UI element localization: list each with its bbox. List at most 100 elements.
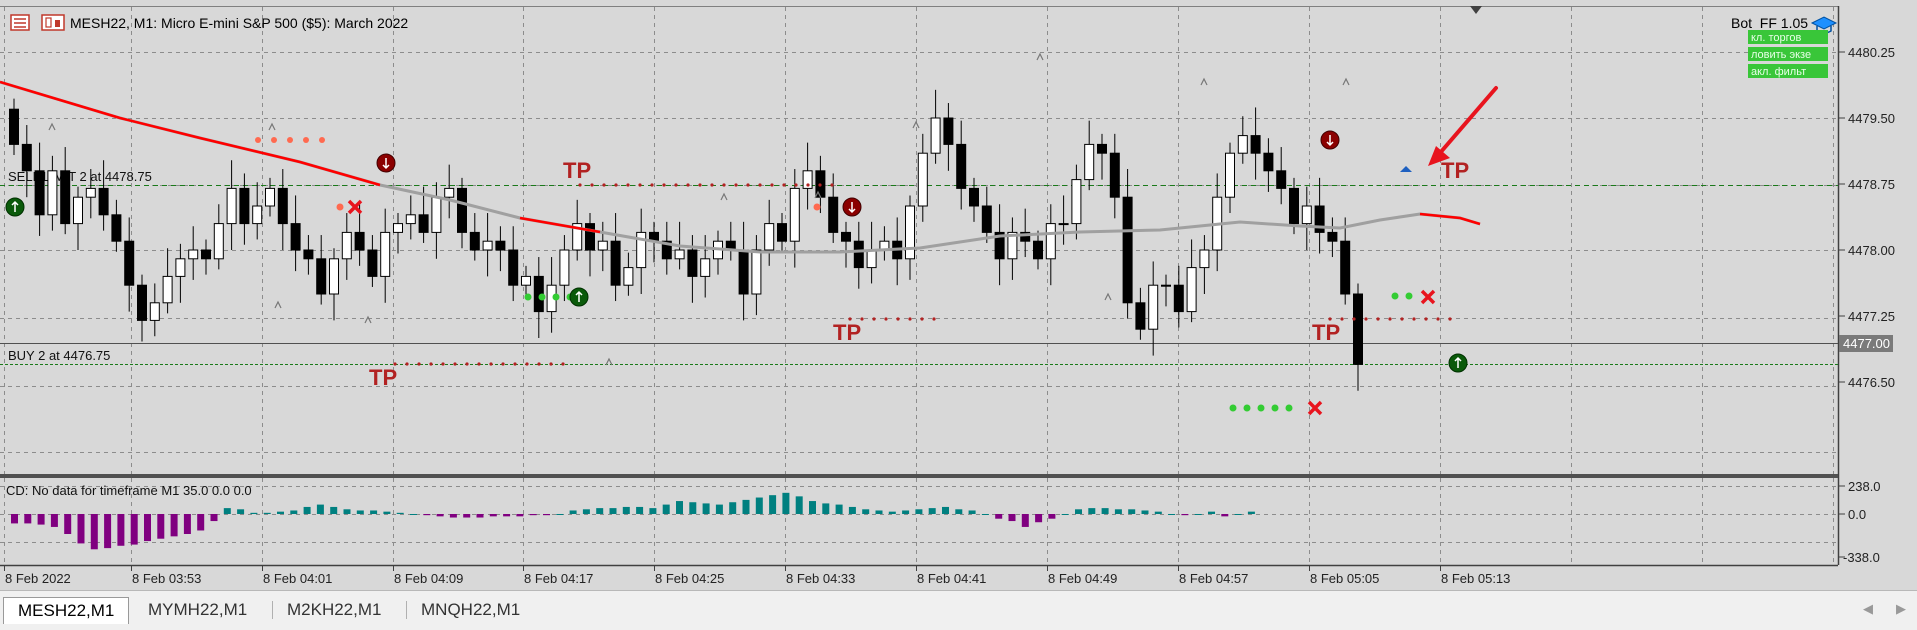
candle-up — [930, 117, 941, 154]
histogram-bar-negative — [197, 514, 205, 531]
trade-path-dot — [465, 362, 469, 366]
buy-arrow-icon — [575, 290, 583, 302]
candle-down — [853, 240, 864, 269]
candle-down — [981, 205, 992, 233]
histogram-bar-negative — [489, 514, 497, 517]
chart-type-icon[interactable] — [41, 14, 65, 31]
trade-path-dot — [393, 362, 397, 366]
time-tick-label: 8 Feb 2022 — [5, 571, 71, 586]
candle-down — [1109, 152, 1120, 198]
histogram-bar-positive — [290, 510, 298, 514]
trade-path-dot — [746, 183, 750, 187]
candle-up — [1007, 231, 1018, 260]
histogram-bar-positive — [782, 492, 790, 514]
candle-up — [751, 249, 762, 295]
histogram-bar-positive — [1234, 514, 1242, 515]
histogram-bar-positive — [1208, 511, 1215, 514]
trade-path-dot — [698, 183, 702, 187]
histogram-bar-negative — [210, 514, 218, 522]
candle-down — [201, 249, 211, 260]
histogram-bar-negative — [1221, 514, 1229, 517]
trade-path-dot — [806, 183, 810, 187]
time-tick-label: 8 Feb 05:05 — [1310, 571, 1379, 586]
candle-up — [1225, 152, 1235, 198]
green-toggle-button[interactable] — [1748, 47, 1828, 61]
histogram-bar-positive — [662, 504, 670, 514]
trade-path-dot — [686, 183, 690, 187]
candle-up — [188, 249, 199, 260]
fractal-arrow-icon — [48, 122, 56, 131]
time-tick-label: 8 Feb 04:49 — [1048, 571, 1117, 586]
trade-path-dot — [1229, 404, 1237, 412]
candle-up — [341, 231, 352, 260]
close-x-icon — [347, 199, 363, 215]
trade-path-dot — [1257, 404, 1265, 412]
candle-down — [1135, 302, 1146, 330]
tabs-scroll-right-icon[interactable]: ▶ — [1896, 601, 1906, 616]
tab-m2kh22[interactable]: M2KH22,M1 — [287, 600, 382, 619]
tab-mesh22[interactable]: MESH22,M1 — [3, 597, 130, 624]
chart-window[interactable]: MESH22, M1: Micro E-mini S&P 500 ($5): M… — [0, 0, 1917, 590]
histogram-bar-positive — [316, 504, 324, 514]
time-tick-label: 8 Feb 04:57 — [1179, 571, 1248, 586]
tabs-scroll-left-icon[interactable]: ◀ — [1863, 601, 1873, 616]
histogram-bar-positive — [676, 501, 683, 514]
histogram-bar-positive — [1101, 508, 1109, 514]
trade-path-dot — [794, 183, 798, 187]
trade-path-dot — [489, 362, 493, 366]
trade-path-dot — [429, 362, 433, 366]
tab-mymh22[interactable]: MYMH22,M1 — [148, 600, 248, 619]
trade-path-dot — [722, 183, 726, 187]
tp-label: TP — [1441, 158, 1469, 183]
trade-path-dot — [552, 293, 560, 301]
indicator-axis: 238.0 0.0 -338.0 — [1839, 479, 1881, 565]
candle-down — [508, 249, 519, 286]
candle-down — [1276, 170, 1287, 189]
current-price-tag: 4477.00 — [1839, 335, 1893, 352]
chart-menu-icon[interactable] — [10, 14, 30, 31]
candle-up — [636, 231, 647, 269]
histogram-bar-positive — [1088, 508, 1096, 514]
chart-title: MESH22, M1: Micro E-mini S&P 500 ($5): M… — [70, 15, 408, 31]
candle-up — [47, 170, 58, 216]
trade-path-dot — [336, 203, 344, 211]
histogram-bar-positive — [622, 506, 630, 514]
trade-path-dot — [602, 183, 606, 187]
candle-down — [994, 231, 1005, 260]
trade-path-dot — [549, 362, 553, 366]
trade-path-dot — [1271, 404, 1279, 412]
trade-path-dot — [271, 137, 277, 143]
tab-mnqh22[interactable]: MNQH22,M1 — [421, 600, 521, 619]
green-toggle-button[interactable] — [1748, 30, 1828, 44]
chart-shift-marker-icon[interactable] — [1470, 6, 1482, 14]
histogram-bar-positive — [636, 506, 644, 514]
histogram-bar-negative — [64, 514, 72, 534]
histogram-bar-negative — [529, 514, 537, 516]
bot-label: Bot_FF 1.05 — [1731, 15, 1808, 31]
histogram-bar-negative — [1048, 514, 1056, 519]
candle-up — [73, 196, 83, 225]
trade-path-dot — [818, 183, 822, 187]
candle-down — [418, 214, 429, 233]
histogram-bar-positive — [915, 509, 923, 514]
candle-up — [802, 170, 813, 189]
panel-separator[interactable] — [0, 474, 1838, 478]
histogram-bar-negative — [463, 514, 471, 518]
histogram-bar-positive — [263, 512, 271, 514]
trade-path-dot — [662, 183, 666, 187]
trade-path-dot — [303, 137, 309, 143]
green-toggle-button[interactable] — [1748, 64, 1828, 78]
candle-up — [1058, 223, 1069, 226]
price-tick-label: 4477.25 — [1848, 309, 1895, 324]
price-tick-label: 4476.50 — [1848, 375, 1895, 390]
price-tick-label: 4478.00 — [1848, 243, 1895, 258]
trade-path-dot — [884, 317, 888, 321]
histogram-bar-positive — [968, 510, 976, 514]
trade-path-dot — [614, 183, 618, 187]
candle-down — [1340, 240, 1351, 295]
candle-down — [1314, 205, 1325, 233]
candle-up — [1148, 284, 1159, 330]
candle-down — [1173, 284, 1184, 313]
histogram-bar-negative — [144, 514, 151, 542]
ma-line-red — [519, 216, 601, 234]
